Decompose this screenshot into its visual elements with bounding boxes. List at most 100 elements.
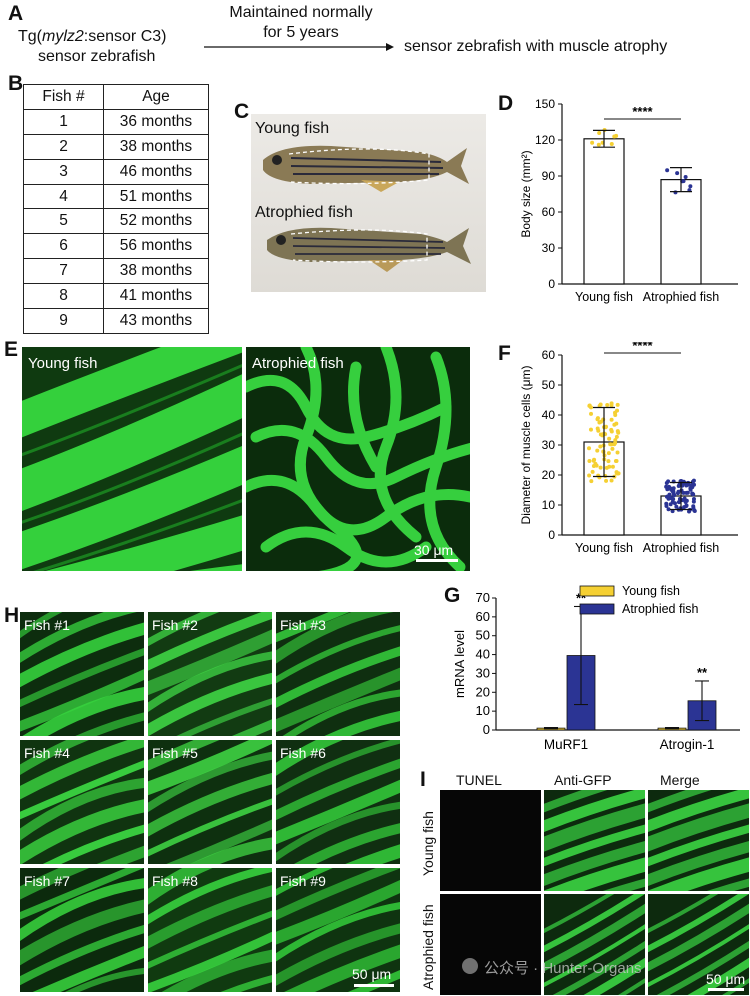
stain-image bbox=[544, 790, 645, 891]
muscle-fibers-image bbox=[20, 612, 144, 736]
y-tick-label: 50 bbox=[476, 628, 490, 643]
x-tick-label: MuRF1 bbox=[544, 737, 588, 752]
fish-age-cell: 56 months bbox=[103, 233, 209, 260]
column-header-tunel: TUNEL bbox=[456, 772, 502, 788]
stain-image bbox=[440, 894, 541, 995]
legend-label: Young fish bbox=[622, 584, 680, 598]
muscle-fibers-image bbox=[276, 868, 400, 992]
data-point bbox=[614, 459, 619, 464]
x-tick-label: Young fish bbox=[575, 541, 633, 555]
legend-label: Atrophied fish bbox=[622, 602, 698, 616]
tunel-grid: 50 μm bbox=[440, 790, 750, 996]
strain-suffix: :sensor C3) bbox=[83, 28, 167, 45]
y-tick-label: 50 bbox=[542, 378, 556, 392]
fish-illustration bbox=[263, 145, 471, 272]
scale-label-e: 30 μm bbox=[414, 542, 454, 558]
fish-number-cell: 6 bbox=[23, 233, 104, 260]
table-header-age: Age bbox=[103, 84, 209, 110]
muscle-fibers-image bbox=[148, 868, 272, 992]
y-tick-label: 30 bbox=[542, 241, 556, 255]
fish-number-cell: 7 bbox=[23, 258, 104, 285]
panel-label-a: A bbox=[8, 2, 24, 25]
scale-label-h: 50 μm bbox=[352, 966, 392, 982]
table-row: 3 46 months bbox=[23, 158, 209, 185]
data-point bbox=[671, 486, 676, 491]
data-point bbox=[598, 465, 603, 470]
x-tick-label: Atrogin-1 bbox=[660, 737, 715, 752]
data-point bbox=[683, 174, 688, 179]
fish-micrograph-tile: Fish #8 bbox=[148, 868, 272, 992]
data-point bbox=[614, 434, 619, 439]
micrograph-atrophied-e: Atrophied fish 30 μm bbox=[246, 347, 470, 571]
table-row: 1 36 months bbox=[23, 108, 209, 135]
y-tick-label: 30 bbox=[542, 438, 556, 452]
row-label-atrophied-i: Atrophied fish bbox=[420, 904, 436, 990]
data-point bbox=[684, 483, 689, 488]
bar bbox=[660, 178, 702, 285]
legend-swatch bbox=[579, 585, 615, 597]
fish-age-cell: 36 months bbox=[103, 108, 209, 135]
data-point bbox=[666, 479, 671, 484]
y-tick-label: 60 bbox=[542, 205, 556, 219]
strain-gene: mylz2 bbox=[42, 28, 84, 45]
data-point bbox=[610, 446, 615, 451]
data-point bbox=[667, 484, 672, 489]
legend-swatch bbox=[579, 603, 615, 615]
data-point bbox=[596, 428, 601, 433]
y-tick-label: 40 bbox=[476, 647, 490, 662]
fish-number-cell: 8 bbox=[23, 283, 104, 310]
x-tick-label: Atrophied fish bbox=[643, 541, 719, 555]
data-point bbox=[615, 429, 620, 434]
data-point bbox=[615, 402, 620, 407]
data-point bbox=[589, 479, 594, 484]
tile-label: Fish #3 bbox=[280, 617, 326, 633]
strain-prefix: Tg( bbox=[18, 28, 42, 45]
table-row: 8 41 months bbox=[23, 283, 209, 310]
data-point bbox=[607, 464, 612, 469]
data-point bbox=[610, 464, 615, 469]
tile-label: Fish #9 bbox=[280, 873, 326, 889]
y-tick-label: 60 bbox=[476, 609, 490, 624]
panel-label-i: I bbox=[420, 768, 426, 791]
muscle-fibers-atrophied bbox=[246, 347, 470, 571]
merge-tile: 50 μm bbox=[648, 894, 749, 995]
fish-micrograph-tile: Fish #9 50 μm bbox=[276, 868, 400, 992]
y-tick-label: 0 bbox=[548, 277, 555, 291]
fish-number-cell: 9 bbox=[23, 308, 104, 334]
panel-label-b: B bbox=[8, 72, 24, 95]
data-point bbox=[676, 500, 681, 505]
scale-bar-e bbox=[416, 559, 458, 562]
tile-label: Fish #8 bbox=[152, 873, 198, 889]
fish-age-cell: 38 months bbox=[103, 258, 209, 285]
y-tick-label: 150 bbox=[535, 97, 555, 111]
data-point bbox=[587, 473, 592, 478]
young-fish-shape bbox=[263, 145, 469, 192]
table-header-fish: Fish # bbox=[23, 84, 104, 110]
data-point bbox=[597, 420, 602, 425]
data-point bbox=[593, 461, 598, 466]
data-point bbox=[675, 171, 680, 176]
data-point bbox=[609, 401, 614, 406]
data-point bbox=[609, 417, 614, 422]
data-point bbox=[595, 417, 600, 422]
fish-age-cell: 46 months bbox=[103, 158, 209, 185]
data-point bbox=[681, 490, 686, 495]
fish-micrograph-tile: Fish #5 bbox=[148, 740, 272, 864]
table-row: 6 56 months bbox=[23, 233, 209, 260]
data-point bbox=[666, 507, 671, 512]
y-tick-label: 30 bbox=[476, 665, 490, 680]
panel-label-f: F bbox=[498, 342, 511, 365]
fish-number-cell: 4 bbox=[23, 183, 104, 210]
strain-line2: sensor zebrafish bbox=[38, 48, 156, 65]
data-point bbox=[605, 402, 610, 407]
data-point bbox=[598, 402, 603, 407]
y-tick-label: 70 bbox=[476, 590, 490, 605]
fish-micrograph-tile: Fish #6 bbox=[276, 740, 400, 864]
data-point bbox=[609, 427, 614, 432]
muscle-fibers-image bbox=[148, 740, 272, 864]
scale-label-i: 50 μm bbox=[706, 971, 746, 987]
stain-image bbox=[648, 894, 749, 995]
data-point bbox=[691, 499, 696, 504]
significance-label: ** bbox=[697, 665, 708, 680]
muscle-fibers-young bbox=[22, 347, 242, 571]
